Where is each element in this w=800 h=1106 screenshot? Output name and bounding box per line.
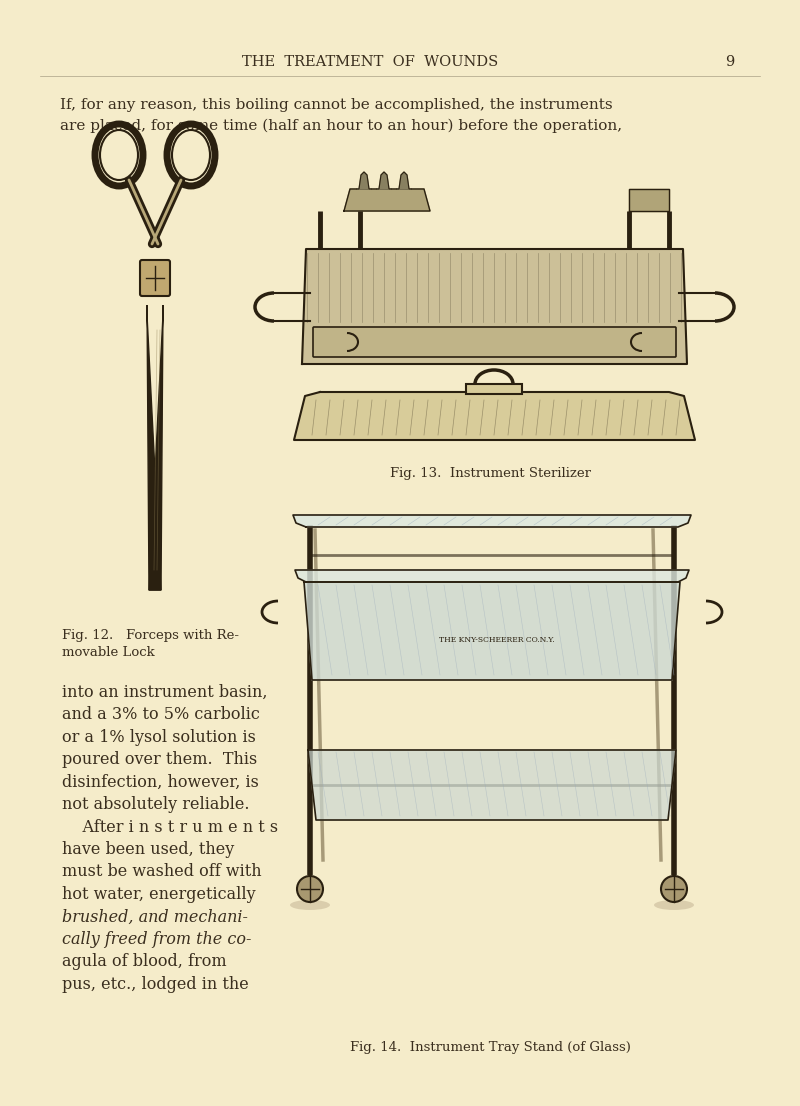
Polygon shape: [302, 249, 687, 364]
Polygon shape: [344, 189, 430, 211]
Circle shape: [297, 876, 323, 902]
Text: 9: 9: [726, 55, 734, 69]
Ellipse shape: [172, 131, 210, 180]
Ellipse shape: [290, 900, 330, 910]
Text: disinfection, however, is: disinfection, however, is: [62, 773, 259, 791]
Text: cally freed from the co-: cally freed from the co-: [62, 931, 251, 948]
Text: hot water, energetically: hot water, energetically: [62, 886, 256, 902]
Polygon shape: [629, 189, 669, 211]
Polygon shape: [293, 515, 691, 526]
Text: have been used, they: have been used, they: [62, 841, 234, 858]
Text: poured over them.  This: poured over them. This: [62, 751, 258, 768]
Polygon shape: [295, 570, 689, 582]
FancyBboxPatch shape: [140, 260, 170, 296]
Polygon shape: [294, 392, 695, 440]
Polygon shape: [147, 305, 161, 589]
Polygon shape: [397, 173, 411, 189]
Text: movable Lock: movable Lock: [62, 646, 154, 658]
Ellipse shape: [654, 900, 694, 910]
Polygon shape: [357, 173, 371, 189]
Text: Fig. 12.   Forceps with Re-: Fig. 12. Forceps with Re-: [62, 628, 239, 641]
Polygon shape: [304, 582, 680, 680]
Text: into an instrument basin,: into an instrument basin,: [62, 684, 267, 700]
Text: are placed, for some time (half an hour to an hour) before the operation,: are placed, for some time (half an hour …: [60, 118, 622, 133]
Text: pus, etc., lodged in the: pus, etc., lodged in the: [62, 975, 249, 993]
Text: Fig. 14.  Instrument Tray Stand (of Glass): Fig. 14. Instrument Tray Stand (of Glass…: [350, 1042, 630, 1054]
Polygon shape: [308, 750, 676, 820]
Text: THE KNY-SCHEERER CO.N.Y.: THE KNY-SCHEERER CO.N.Y.: [439, 636, 555, 644]
Text: must be washed off with: must be washed off with: [62, 864, 262, 880]
Text: or a 1% lysol solution is: or a 1% lysol solution is: [62, 729, 256, 745]
Text: THE  TREATMENT  OF  WOUNDS: THE TREATMENT OF WOUNDS: [242, 55, 498, 69]
FancyBboxPatch shape: [313, 327, 676, 357]
Text: Fig. 13.  Instrument Sterilizer: Fig. 13. Instrument Sterilizer: [390, 467, 590, 480]
Circle shape: [661, 876, 687, 902]
Text: agula of blood, from: agula of blood, from: [62, 953, 226, 970]
Polygon shape: [149, 305, 163, 589]
Text: and a 3% to 5% carbolic: and a 3% to 5% carbolic: [62, 706, 260, 723]
Text: brushed, and mechani-: brushed, and mechani-: [62, 908, 248, 926]
Text: After i n s t r u m e n t s: After i n s t r u m e n t s: [62, 818, 278, 835]
Text: If, for any reason, this boiling cannot be accomplished, the instruments: If, for any reason, this boiling cannot …: [60, 98, 613, 112]
Ellipse shape: [100, 131, 138, 180]
Bar: [466, 384, 522, 394]
Text: not absolutely reliable.: not absolutely reliable.: [62, 796, 250, 813]
Polygon shape: [377, 173, 391, 189]
